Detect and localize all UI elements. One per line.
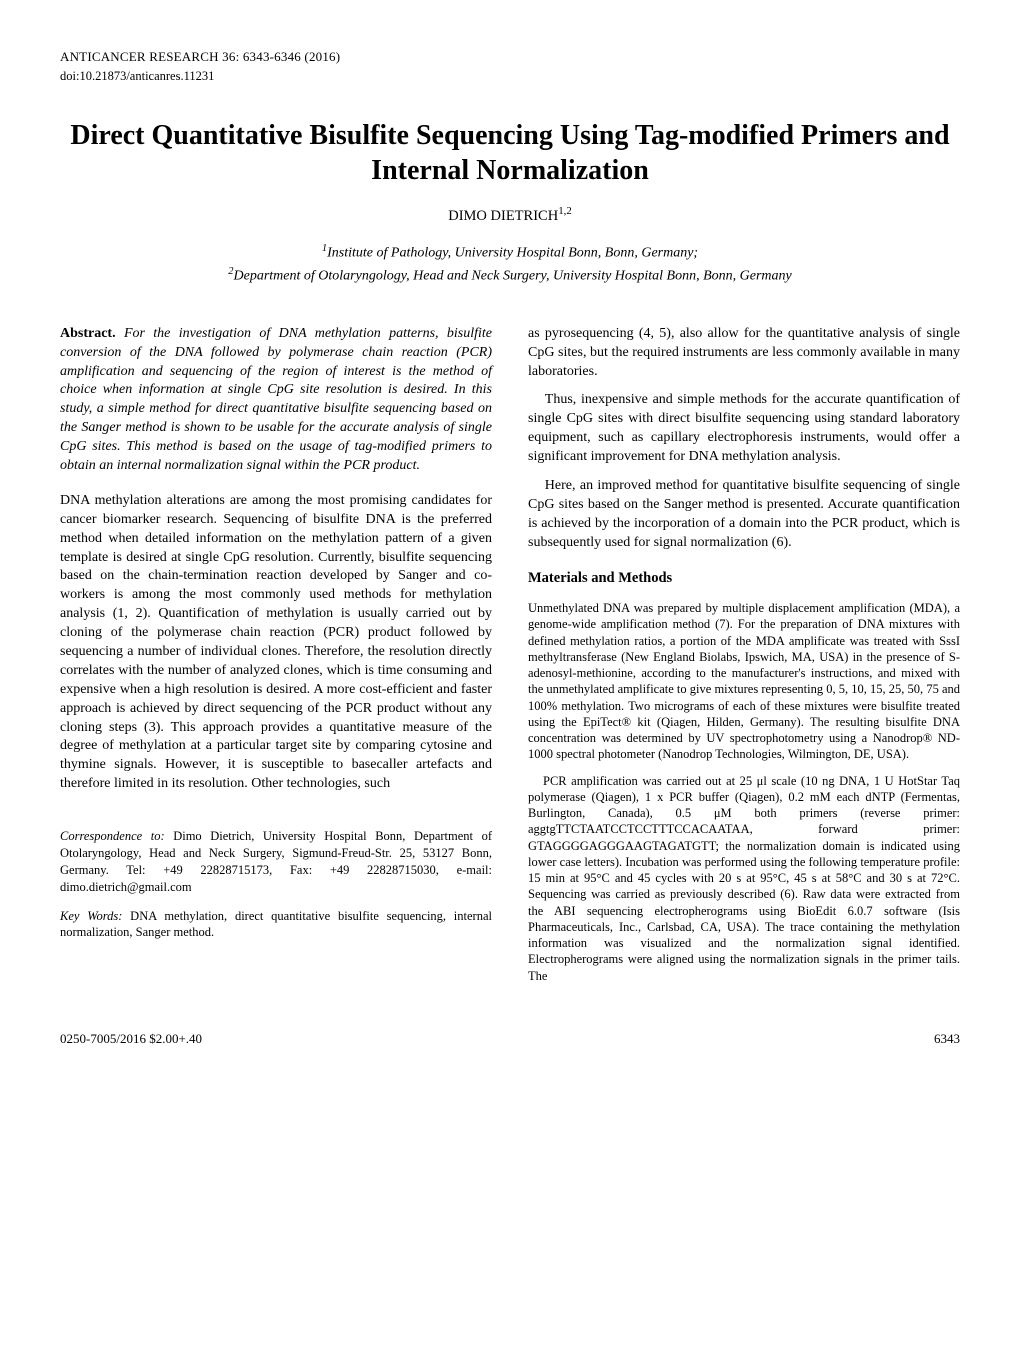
keywords-text: DNA methylation, direct quantitative bis… xyxy=(60,909,492,940)
methods-para-2: PCR amplification was carried out at 25 … xyxy=(528,773,960,984)
author-line: DIMO DIETRICH1,2 xyxy=(60,204,960,226)
right-column: as pyrosequencing (4, 5), also allow for… xyxy=(528,325,960,994)
materials-methods-heading: Materials and Methods xyxy=(528,569,960,589)
correspondence-block: Correspondence to: Dimo Dietrich, Univer… xyxy=(60,828,492,896)
author-sup: 1,2 xyxy=(558,205,572,217)
running-header: ANTICANCER RESEARCH 36: 6343-6346 (2016)… xyxy=(60,48,960,84)
author-name: DIMO DIETRICH xyxy=(448,208,558,224)
doi-line: doi:10.21873/anticanres.11231 xyxy=(60,68,960,85)
intro-continued: as pyrosequencing (4, 5), also allow for… xyxy=(528,325,960,553)
page-footer: 0250-7005/2016 $2.00+.40 6343 xyxy=(60,1030,960,1048)
affiliation-1: Institute of Pathology, University Hospi… xyxy=(327,245,698,260)
affiliations: 1Institute of Pathology, University Hosp… xyxy=(60,241,960,287)
affiliation-2: Department of Otolaryngology, Head and N… xyxy=(234,268,792,283)
footer-left: 0250-7005/2016 $2.00+.40 xyxy=(60,1030,202,1048)
intro-para-1: DNA methylation alterations are among th… xyxy=(60,492,492,794)
left-column: Abstract. For the investigation of DNA m… xyxy=(60,325,492,942)
keywords-label: Key Words: xyxy=(60,909,122,923)
abstract-text: For the investigation of DNA methylation… xyxy=(60,326,492,473)
abstract: Abstract. For the investigation of DNA m… xyxy=(60,325,492,476)
article-title: Direct Quantitative Bisulfite Sequencing… xyxy=(60,118,960,188)
two-column-body: Abstract. For the investigation of DNA m… xyxy=(60,325,960,994)
intro-para-4: Here, an improved method for quantitativ… xyxy=(528,477,960,553)
abstract-label: Abstract. xyxy=(60,326,116,341)
journal-line: ANTICANCER RESEARCH 36: 6343-6346 (2016) xyxy=(60,48,960,66)
keywords-block: Key Words: DNA methylation, direct quant… xyxy=(60,908,492,942)
footer-page-number: 6343 xyxy=(934,1030,960,1048)
intro-para-2: as pyrosequencing (4, 5), also allow for… xyxy=(528,325,960,382)
intro-para-3: Thus, inexpensive and simple methods for… xyxy=(528,391,960,467)
correspondence-label: Correspondence to: xyxy=(60,829,165,843)
methods-para-1: Unmethylated DNA was prepared by multipl… xyxy=(528,600,960,763)
